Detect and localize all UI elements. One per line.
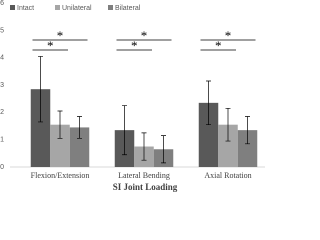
significance-star: *	[225, 28, 232, 43]
error-bar	[141, 132, 147, 161]
y-tick-label: 3	[0, 82, 4, 89]
error-bar	[245, 116, 250, 145]
significance-star: *	[47, 38, 54, 53]
bar	[50, 124, 70, 167]
error-bar	[206, 80, 211, 126]
legend-label: Unilateral	[62, 5, 92, 12]
legend-label: Intact	[17, 5, 34, 12]
y-tick-label: 5	[0, 27, 4, 34]
bar	[30, 89, 51, 167]
x-tick-label: Axial Rotation	[204, 171, 251, 180]
significance-star: *	[57, 28, 64, 43]
error-bar	[38, 56, 43, 123]
y-tick-label: 4	[0, 55, 4, 62]
error-bar	[161, 135, 166, 164]
bar	[218, 124, 238, 167]
x-axis-title: SI Joint Loading	[113, 182, 178, 192]
bar	[198, 102, 219, 167]
legend-swatch	[55, 5, 60, 10]
y-tick-label: 6	[0, 0, 4, 7]
error-bar	[57, 110, 63, 139]
chart: SI Joint Loading 0 1 2 3 4 5 6 Intact Unilateral…	[0, 0, 265, 192]
legend-label: Bilateral	[115, 5, 141, 12]
significance-star: *	[215, 38, 222, 53]
y-tick-label: 2	[0, 109, 4, 116]
significance-star: *	[141, 28, 148, 43]
bar	[69, 127, 90, 167]
error-bar	[122, 105, 127, 156]
y-tick-label: 1	[0, 137, 4, 144]
bar	[237, 130, 258, 167]
error-bar	[225, 107, 231, 142]
significance-star: *	[131, 38, 138, 53]
legend-swatch	[10, 5, 15, 10]
x-tick-label: Lateral Bending	[118, 171, 170, 180]
x-tick-label: Flexion/Extension	[31, 171, 90, 180]
legend-swatch	[108, 5, 113, 10]
y-tick-label: 0	[0, 164, 4, 171]
error-bar	[77, 116, 82, 139]
